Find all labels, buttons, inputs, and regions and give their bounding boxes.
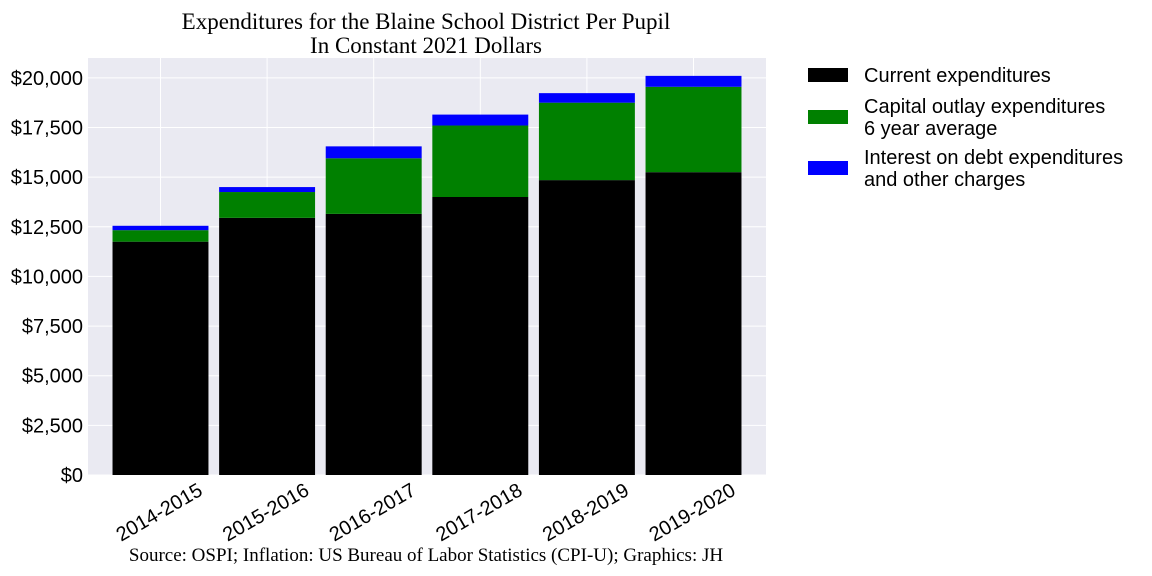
legend-swatch [808,68,848,82]
legend-label: Interest on debt expenditures and other c… [864,147,1123,191]
y-tick-label: $5,000 [22,366,83,388]
y-tick-label: $0 [61,465,83,487]
y-axis: $0 $2,500 $5,000 $7,500 $10,000 $12,500 $15,00… [11,68,83,487]
bar-segment [219,192,316,218]
bar-segment [645,86,742,173]
x-tick-label: 2017-2018 [432,479,526,546]
y-tick-label: $17,500 [11,118,83,140]
bar-segment [325,158,422,214]
y-tick-label: $10,000 [11,266,83,288]
y-tick-label: $20,000 [11,68,83,90]
bar-segment [432,197,529,475]
bar-segment [538,93,635,103]
chart-title: Expenditures for the Blaine School Distr… [182,9,671,34]
legend: Current expenditures Capital outlay expen… [808,65,1123,191]
source-note: Source: OSPI; Inflation: US Bureau of La… [129,545,723,566]
y-tick-label: $2,500 [22,415,83,437]
bar-segment [219,187,316,193]
x-tick-label: 2018-2019 [539,479,633,546]
bar-segment [432,125,529,197]
legend-label: Capital outlay expenditures 6 year averag… [864,96,1105,140]
legend-label: Current expenditures [864,65,1051,87]
x-tick-label: 2016-2017 [326,479,420,546]
y-tick-label: $12,500 [11,217,83,239]
chart-subtitle: In Constant 2021 Dollars [310,33,542,58]
bar-segment [538,180,635,475]
bar-segment [219,217,316,475]
x-axis: 2014-2015 2015-2016 2016-2017 2017-2018 2018… [113,479,740,546]
bar-segment [112,225,209,231]
x-tick-label: 2015-2016 [219,479,313,546]
bar-segment [112,230,209,242]
y-tick-label: $7,500 [22,316,83,338]
x-tick-label: 2019-2020 [646,479,740,546]
bar-segment [645,172,742,475]
bar-segment [325,146,422,159]
y-tick-label: $15,000 [11,167,83,189]
bar-segment [538,102,635,181]
x-tick-label: 2014-2015 [113,479,207,546]
legend-swatch [808,110,848,124]
legend-swatch [808,161,848,175]
bar-segment [112,241,209,475]
bar-segment [645,75,742,87]
bar-segment [325,213,422,475]
bar-segment [432,114,529,126]
bars [112,75,742,475]
